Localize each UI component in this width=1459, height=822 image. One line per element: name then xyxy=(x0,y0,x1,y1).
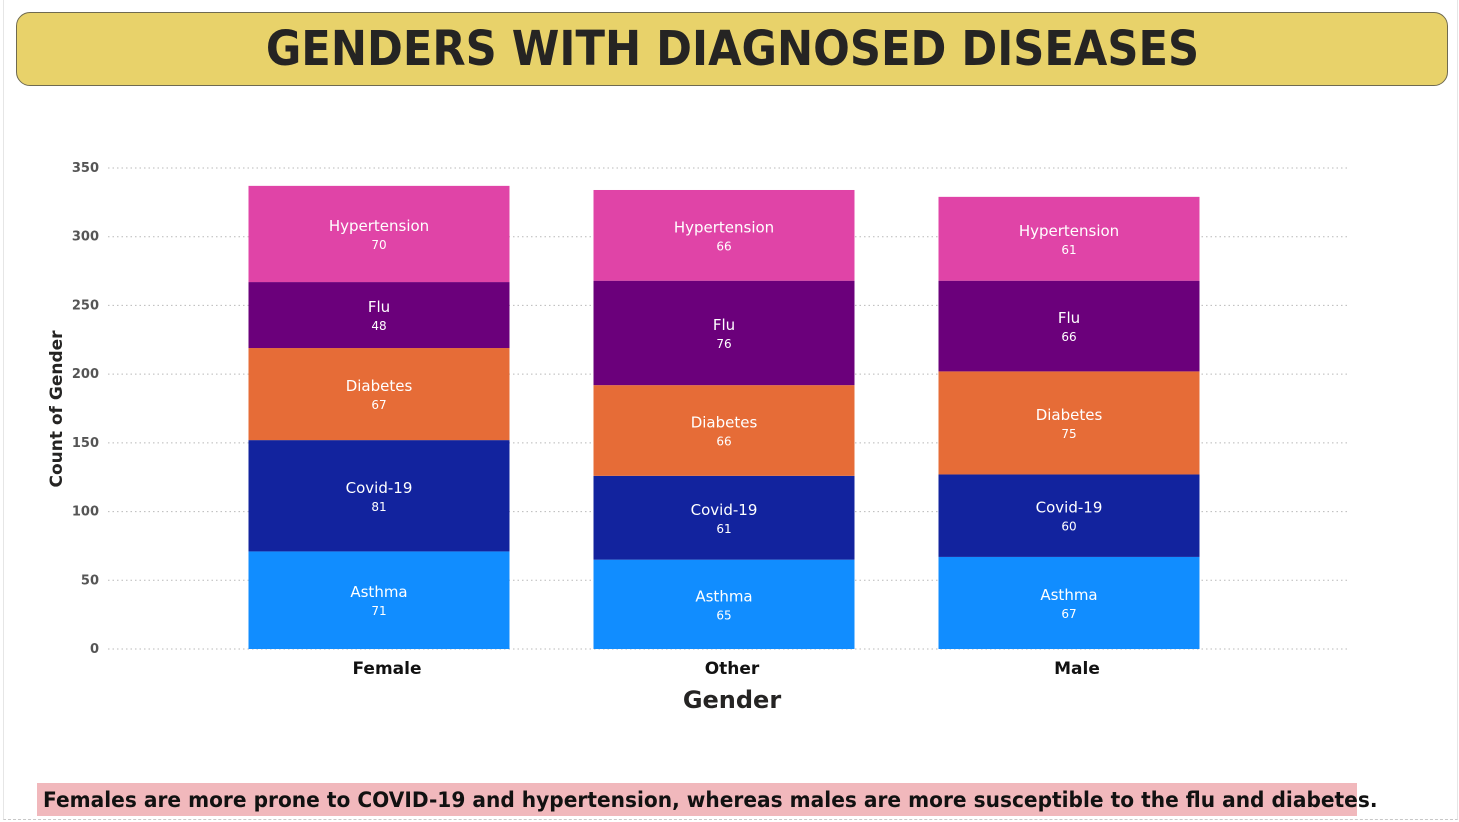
y-tick-label: 150 xyxy=(72,436,99,451)
bar-segment-hypertension-female[interactable] xyxy=(248,185,510,283)
segment-value-label: 60 xyxy=(1061,520,1076,534)
bar-segment-hypertension-male[interactable] xyxy=(938,196,1200,281)
segment-category-label: Hypertension xyxy=(674,218,774,236)
page-title: GENDERS WITH DIAGNOSED DISEASES xyxy=(265,21,1199,77)
segment-category-label: Asthma xyxy=(350,583,407,601)
page-frame xyxy=(3,0,1458,820)
title-banner: GENDERS WITH DIAGNOSED DISEASES xyxy=(16,12,1448,86)
segment-value-label: 65 xyxy=(716,608,731,622)
segment-value-label: 61 xyxy=(1061,243,1076,257)
bars xyxy=(248,185,1200,649)
data-labels: Asthma 71 Covid-19 81 Diabetes 67 Flu 48 Hyperte… xyxy=(329,217,1119,622)
stacked-bar-chart: 0 50 100 150 200 250 300 350 Asthma 71 Covid-19 81… xyxy=(47,161,1350,714)
segment-category-label: Diabetes xyxy=(1036,406,1103,424)
bar-segment-covid-19-female[interactable] xyxy=(248,440,510,552)
segment-value-label: 67 xyxy=(371,398,386,412)
insight-caption: Females are more prone to COVID-19 and h… xyxy=(37,783,1378,816)
segment-category-label: Flu xyxy=(1058,309,1080,327)
segment-category-label: Flu xyxy=(713,316,735,334)
y-tick-label: 0 xyxy=(90,642,99,657)
y-axis-ticks: 0 50 100 150 200 250 300 350 xyxy=(72,161,99,657)
segment-value-label: 66 xyxy=(716,434,731,448)
insight-caption-text: Females are more prone to COVID-19 and h… xyxy=(43,787,1378,812)
y-tick-label: 200 xyxy=(72,367,99,382)
segment-category-label: Covid-19 xyxy=(346,479,413,497)
bar-segment-flu-male[interactable] xyxy=(938,280,1200,372)
segment-category-label: Flu xyxy=(368,298,390,316)
bar-segment-asthma-female[interactable] xyxy=(248,551,510,649)
segment-category-label: Asthma xyxy=(1040,586,1097,604)
x-axis-ticks: Female Other Male xyxy=(353,659,1100,679)
segment-category-label: Hypertension xyxy=(329,217,429,235)
y-tick-label: 50 xyxy=(81,573,99,588)
x-tick-label: Female xyxy=(353,659,422,679)
segment-category-label: Diabetes xyxy=(346,377,413,395)
segment-value-label: 75 xyxy=(1061,427,1076,441)
segment-category-label: Covid-19 xyxy=(691,501,758,519)
bar-segment-diabetes-other[interactable] xyxy=(593,385,855,476)
x-tick-label: Other xyxy=(705,659,760,679)
segment-category-label: Diabetes xyxy=(691,413,758,431)
bar-segment-asthma-male[interactable] xyxy=(938,556,1200,649)
bar-segment-flu-other[interactable] xyxy=(593,280,855,386)
bar-segment-asthma-other[interactable] xyxy=(593,559,855,649)
segment-value-label: 66 xyxy=(1061,330,1076,344)
segment-value-label: 71 xyxy=(371,604,386,618)
segment-value-label: 67 xyxy=(1061,607,1076,621)
segment-value-label: 76 xyxy=(716,337,731,351)
bar-segment-covid-19-male[interactable] xyxy=(938,474,1200,557)
y-tick-label: 250 xyxy=(72,298,99,313)
segment-value-label: 66 xyxy=(716,239,731,253)
bar-segment-flu-female[interactable] xyxy=(248,282,510,349)
segment-value-label: 48 xyxy=(371,319,386,333)
x-tick-label: Male xyxy=(1054,659,1100,679)
segment-value-label: 61 xyxy=(716,522,731,536)
y-tick-label: 350 xyxy=(72,161,99,176)
x-axis-title: Gender xyxy=(683,686,782,714)
bar-segment-diabetes-male[interactable] xyxy=(938,371,1200,475)
y-tick-label: 100 xyxy=(72,505,99,520)
bar-segment-diabetes-female[interactable] xyxy=(248,348,510,441)
y-tick-label: 300 xyxy=(72,230,99,245)
segment-category-label: Covid-19 xyxy=(1036,499,1103,517)
segment-value-label: 70 xyxy=(371,238,386,252)
segment-value-label: 81 xyxy=(371,500,386,514)
segment-category-label: Asthma xyxy=(695,587,752,605)
y-axis-title: Count of Gender xyxy=(47,330,67,488)
bar-segment-covid-19-other[interactable] xyxy=(593,475,855,560)
segment-category-label: Hypertension xyxy=(1019,222,1119,240)
bar-segment-hypertension-other[interactable] xyxy=(593,189,855,281)
